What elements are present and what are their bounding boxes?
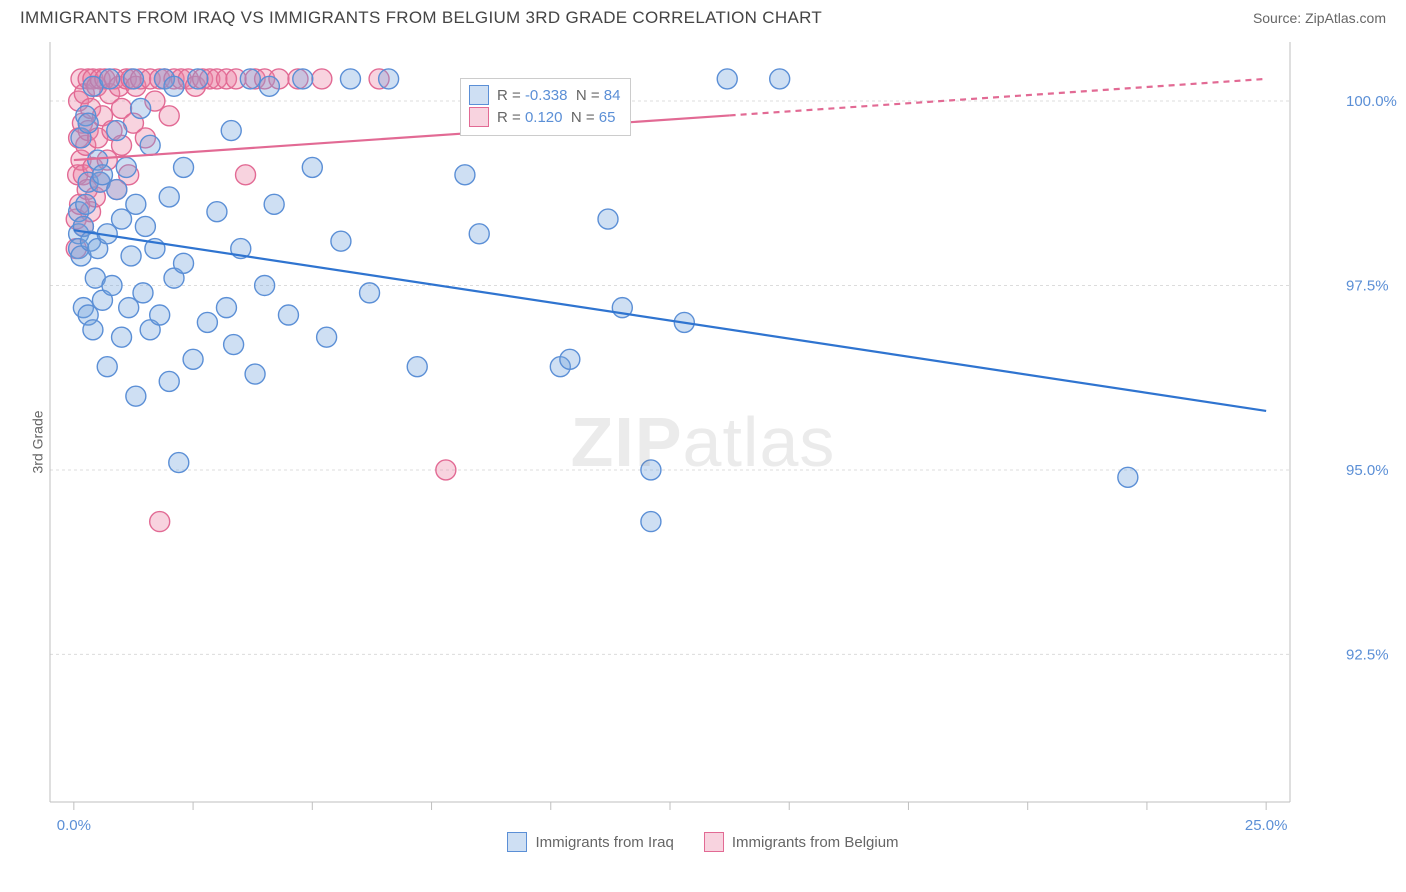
belgium-point xyxy=(312,69,332,89)
stats-row-iraq: R = -0.338 N = 84 xyxy=(469,85,620,105)
iraq-point xyxy=(123,69,143,89)
belgium-point xyxy=(150,512,170,532)
iraq-point xyxy=(174,157,194,177)
iraq-point xyxy=(469,224,489,244)
iraq-point xyxy=(224,335,244,355)
iraq-point xyxy=(598,209,618,229)
belgium-point xyxy=(236,165,256,185)
chart-svg: 92.5%95.0%97.5%100.0%0.0%25.0% xyxy=(0,32,1406,852)
iraq-point xyxy=(641,512,661,532)
iraq-point xyxy=(169,453,189,473)
iraq-point xyxy=(131,98,151,118)
belgium-point xyxy=(159,106,179,126)
iraq-point xyxy=(1118,467,1138,487)
iraq-point xyxy=(717,69,737,89)
iraq-point xyxy=(641,460,661,480)
belgium-point xyxy=(436,460,456,480)
stats-legend-box: R = -0.338 N = 84 R = 0.120 N = 65 xyxy=(460,78,631,136)
iraq-point xyxy=(293,69,313,89)
legend-label: Immigrants from Belgium xyxy=(732,834,899,851)
iraq-point xyxy=(379,69,399,89)
iraq-point xyxy=(83,320,103,340)
iraq-point xyxy=(221,121,241,141)
iraq-point xyxy=(216,298,236,318)
iraq-point xyxy=(97,357,117,377)
iraq-point xyxy=(183,349,203,369)
y-tick-label: 100.0% xyxy=(1346,93,1397,110)
legend-bottom: Immigrants from Iraq Immigrants from Belg… xyxy=(0,832,1406,852)
iraq-point xyxy=(264,194,284,214)
iraq-point xyxy=(245,364,265,384)
iraq-point xyxy=(259,76,279,96)
iraq-point xyxy=(116,157,136,177)
iraq-point xyxy=(560,349,580,369)
iraq-point xyxy=(188,69,208,89)
iraq-point xyxy=(340,69,360,89)
y-tick-label: 97.5% xyxy=(1346,277,1389,294)
iraq-point xyxy=(207,202,227,222)
iraq-point xyxy=(140,135,160,155)
iraq-swatch-icon xyxy=(469,85,489,105)
iraq-point xyxy=(78,113,98,133)
iraq-point xyxy=(107,180,127,200)
iraq-point xyxy=(159,371,179,391)
iraq-point xyxy=(76,194,96,214)
stats-row-belgium: R = 0.120 N = 65 xyxy=(469,107,620,127)
belgium-legend-swatch-icon xyxy=(704,832,724,852)
title-bar: IMMIGRANTS FROM IRAQ VS IMMIGRANTS FROM … xyxy=(0,0,1406,32)
legend-entry-belgium: Immigrants from Belgium xyxy=(704,832,899,852)
iraq-point xyxy=(407,357,427,377)
belgium-trend-line xyxy=(730,79,1267,116)
chart-title: IMMIGRANTS FROM IRAQ VS IMMIGRANTS FROM … xyxy=(20,8,822,28)
iraq-point xyxy=(331,231,351,251)
iraq-point xyxy=(112,327,132,347)
iraq-point xyxy=(126,194,146,214)
iraq-point xyxy=(150,305,170,325)
iraq-point xyxy=(770,69,790,89)
legend-label: Immigrants from Iraq xyxy=(535,834,673,851)
stats-text: R = -0.338 N = 84 xyxy=(497,87,620,104)
iraq-point xyxy=(240,69,260,89)
y-axis-label: 3rd Grade xyxy=(30,410,46,473)
iraq-point xyxy=(255,275,275,295)
iraq-point xyxy=(107,121,127,141)
iraq-point xyxy=(197,312,217,332)
iraq-point xyxy=(455,165,475,185)
stats-text: R = 0.120 N = 65 xyxy=(497,109,615,126)
source: Source: ZipAtlas.com xyxy=(1253,10,1386,26)
source-label: Source: xyxy=(1253,10,1301,26)
source-name: ZipAtlas.com xyxy=(1305,10,1386,26)
iraq-point xyxy=(135,216,155,236)
y-tick-label: 92.5% xyxy=(1346,646,1389,663)
iraq-point xyxy=(159,187,179,207)
iraq-point xyxy=(126,386,146,406)
iraq-point xyxy=(121,246,141,266)
chart-area: 3rd Grade 92.5%95.0%97.5%100.0%0.0%25.0%… xyxy=(0,32,1406,852)
iraq-point xyxy=(360,283,380,303)
iraq-point xyxy=(102,275,122,295)
iraq-point xyxy=(317,327,337,347)
iraq-point xyxy=(133,283,153,303)
iraq-point xyxy=(302,157,322,177)
iraq-point xyxy=(100,69,120,89)
belgium-swatch-icon xyxy=(469,107,489,127)
iraq-point xyxy=(278,305,298,325)
legend-entry-iraq: Immigrants from Iraq xyxy=(507,832,673,852)
iraq-point xyxy=(174,253,194,273)
iraq-point xyxy=(164,76,184,96)
iraq-legend-swatch-icon xyxy=(507,832,527,852)
y-tick-label: 95.0% xyxy=(1346,462,1389,479)
